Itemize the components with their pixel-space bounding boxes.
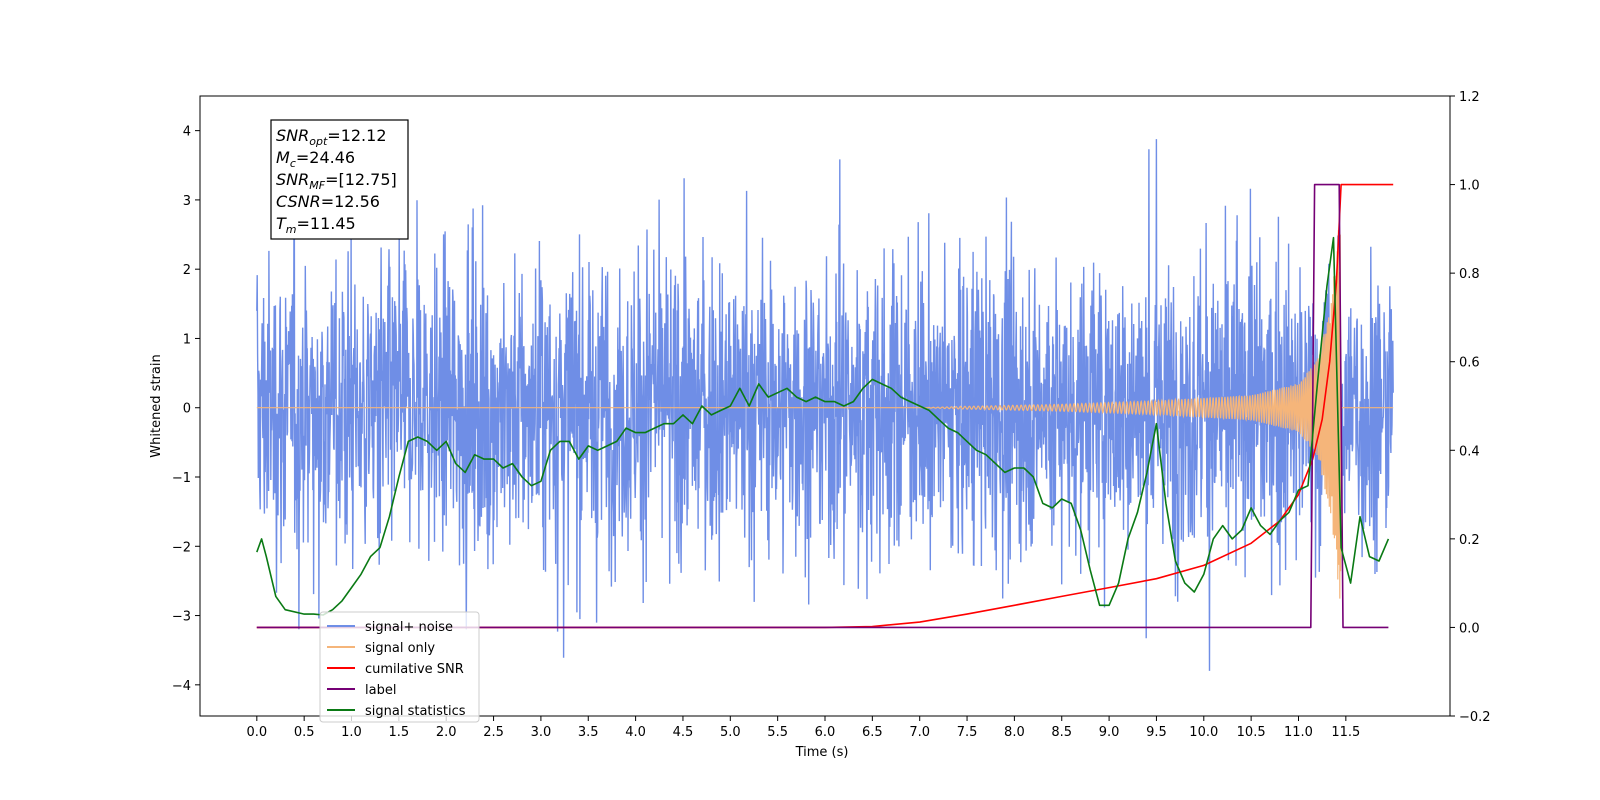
series-signal-only-line [256,230,1394,599]
x-axis: 0.0 0.5 1.0 1.5 2.0 2.5 3.0 3.5 4.0 4.5 5.0 5.5 6.0 6… [246,716,1360,740]
y-tick-label: −3 [172,610,191,625]
x-axis-title: Time (s) [795,745,849,760]
y2-tick-label: −0.2 [1459,710,1491,725]
stats-line: SNRMF=[12.75] [276,170,397,192]
legend-label: signal+ noise [365,620,453,635]
x-tick-label: 6.0 [815,725,836,740]
x-tick-label: 7.0 [909,725,930,740]
x-tick-label: 2.0 [436,725,457,740]
stats-box-frame [270,119,409,240]
y-axis-title: Whitened strain [149,354,164,457]
y-tick-label: 2 [183,263,191,278]
stats-line: SNRopt=12.12 [276,126,387,148]
x-tick-label: 6.5 [862,725,883,740]
x-tick-label: 1.5 [389,725,410,740]
x-tick-label: 11.0 [1284,725,1313,740]
x-tick-label: 4.5 [673,725,694,740]
x-tick-label: 5.0 [720,725,741,740]
x-tick-label: 8.0 [1004,725,1025,740]
x-tick-label: 9.5 [1146,725,1167,740]
x-tick-label: 7.5 [957,725,978,740]
x-tick-label: 3.5 [578,725,599,740]
y-tick-label: −2 [172,540,191,555]
stats-line: Mc=24.46 [276,148,355,170]
legend-frame [319,611,480,723]
legend-label: signal statistics [365,704,466,719]
x-tick-label: 10.5 [1237,725,1266,740]
legend-label: cumilative SNR [365,662,464,677]
y-tick-label: −1 [172,471,191,486]
y-tick-label: 1 [183,332,191,347]
y2-tick-label: 0.0 [1459,621,1480,636]
y2-tick-label: 0.4 [1459,444,1480,459]
x-tick-label: 9.0 [1099,725,1120,740]
x-tick-label: 2.5 [483,725,504,740]
x-tick-label: 11.5 [1331,725,1360,740]
series-signal-statistics-line [256,236,1390,616]
legend-label: label [365,683,396,698]
x-tick-label: 0.0 [246,725,267,740]
x-tick-label: 1.0 [341,725,362,740]
y-tick-label: 4 [183,125,191,140]
x-tick-label: 0.5 [294,725,315,740]
y-tick-label: 0 [183,402,191,417]
stats-line: Tm=11.45 [276,214,356,236]
y-axis-right: −0.2 0.0 0.2 0.4 0.6 0.8 1.0 1.2 [1450,90,1491,725]
legend: signal+ noise signal only cumilative SNR la… [319,611,480,723]
plot-area [256,139,1394,671]
stats-annotation-box: SNRopt=12.12Mc=24.46SNRMF=[12.75]CSNR=12… [270,119,409,240]
series-cumulative-snr-line [256,183,1394,629]
x-tick-label: 10.0 [1189,725,1218,740]
y-tick-label: −4 [172,679,191,694]
legend-label: signal only [365,641,435,656]
y2-tick-label: 0.8 [1459,267,1480,282]
x-tick-label: 5.5 [767,725,788,740]
y2-tick-label: 0.6 [1459,356,1480,371]
y2-tick-label: 1.0 [1459,179,1480,194]
x-tick-label: 3.0 [531,725,552,740]
series-label-line [256,183,1389,629]
stats-line: CSNR=12.56 [276,192,380,211]
x-tick-label: 8.5 [1051,725,1072,740]
y2-tick-label: 0.2 [1459,533,1480,548]
y-axis-left: −4 −3 −2 −1 0 1 2 3 4 [172,125,200,694]
x-tick-label: 4.0 [625,725,646,740]
y2-tick-label: 1.2 [1459,90,1480,105]
y-tick-label: 3 [183,194,191,209]
